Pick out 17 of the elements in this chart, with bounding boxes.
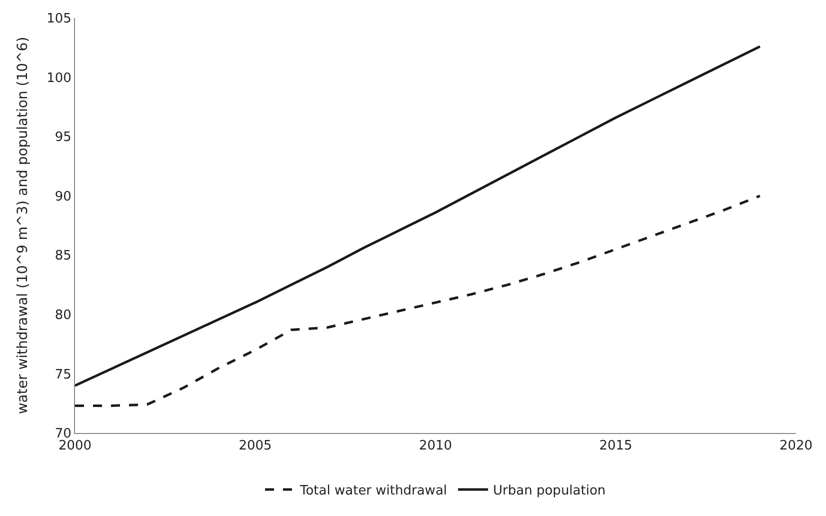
y-tick-label: 75 [54,367,72,382]
x-tick-label: 2005 [238,438,272,454]
y-tick-label: 100 [46,70,72,86]
line-series [75,45,762,387]
legend-label: Urban population [493,484,606,499]
y-tick-label: 85 [54,248,72,264]
x-tick-label: 2000 [58,438,92,454]
legend-label: Total water withdrawal [299,484,448,499]
y-axis-title: water withdrawal (10^9 m^3) and population (10^6) [15,36,32,414]
y-tick-label: 105 [46,12,72,27]
x-tick-label: 2020 [779,438,813,454]
line-series [75,194,762,407]
x-tick-label: 2015 [599,438,632,454]
x-tick-label: 2010 [418,438,452,454]
y-tick-label: 80 [54,308,72,323]
y-tick-label: 90 [54,189,72,204]
y-tick-label: 95 [54,130,72,146]
